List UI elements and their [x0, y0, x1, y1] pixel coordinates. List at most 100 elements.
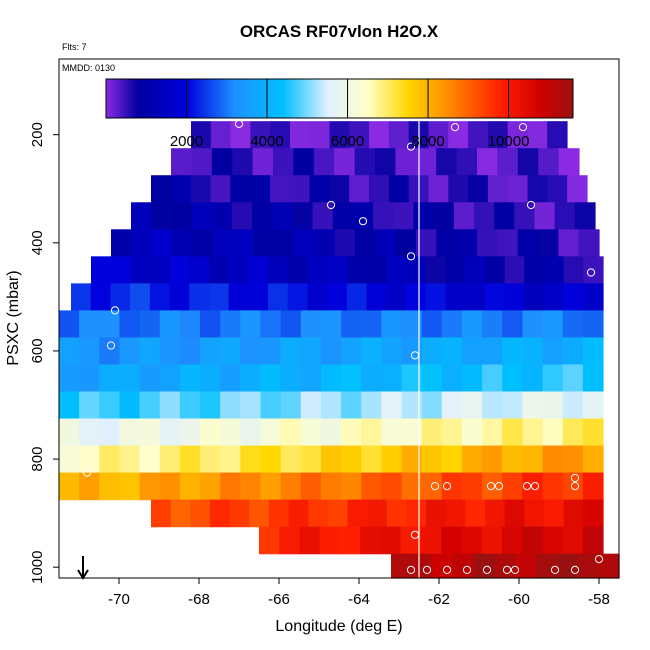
heatmap-cell: [582, 364, 604, 393]
heatmap-cell: [119, 364, 141, 393]
heatmap-cell: [583, 283, 604, 311]
heatmap-cell: [517, 229, 539, 257]
heatmap-cell: [482, 418, 503, 447]
heatmap-cell: [502, 310, 524, 339]
heatmap-cell: [334, 229, 356, 257]
heatmap-cell: [240, 364, 262, 393]
heatmap-cell: [319, 526, 341, 555]
heatmap-cell: [131, 202, 152, 230]
heatmap-cell: [461, 391, 483, 420]
heatmap-cell: [542, 418, 564, 447]
y-axis: 200 400 600 800 1000: [29, 122, 59, 584]
heatmap-cell: [354, 148, 376, 176]
data-point: [422, 565, 432, 575]
data-point: [82, 468, 92, 477]
heatmap-cell: [369, 175, 390, 203]
heatmap-cell: [465, 256, 486, 284]
heatmap-cell: [260, 310, 282, 339]
heatmap-cell: [220, 445, 241, 474]
heatmap-cell: [179, 391, 201, 420]
heatmap-cell: [517, 148, 539, 176]
colorbar-tick-label: 6000: [331, 133, 364, 150]
heatmap-cell: [352, 202, 374, 230]
heatmap-cell: [558, 229, 580, 257]
heatmap-cell: [425, 256, 447, 284]
heatmap-cell: [482, 364, 503, 393]
heatmap-cell: [524, 256, 545, 284]
data-point: [570, 473, 580, 483]
heatmap-cell: [119, 391, 141, 420]
heatmap-cell: [577, 553, 599, 579]
heatmap-cell: [445, 283, 466, 311]
heatmap-cell: [461, 472, 483, 501]
heatmap-cell: [484, 283, 506, 311]
heatmap-cell: [421, 310, 443, 339]
heatmap-cell: [189, 256, 210, 284]
heatmap-cell: [542, 310, 564, 339]
data-point: [106, 341, 116, 350]
heatmap-cell: [542, 337, 564, 366]
heatmap-cell: [79, 418, 100, 447]
heatmap-cell: [453, 202, 475, 230]
heatmap-cell: [139, 445, 161, 474]
heatmap-cell: [151, 175, 172, 203]
heatmap-cell: [59, 364, 80, 393]
heatmap-cell: [341, 337, 362, 366]
heatmap-cell: [220, 364, 241, 393]
heatmap-cell: [563, 283, 584, 311]
heatmap-cell: [341, 364, 362, 393]
x-tick-label: -66: [268, 591, 290, 608]
heatmap-cell: [582, 526, 604, 555]
colorbar-tick-label: 10000: [488, 133, 530, 150]
heatmap-cell: [341, 445, 362, 474]
heatmap-cell: [59, 310, 80, 339]
heatmap-cell: [538, 229, 559, 257]
heatmap-cell: [441, 472, 463, 501]
heatmap-cell: [99, 445, 121, 474]
data-point: [358, 217, 368, 226]
heatmap-cell: [381, 310, 403, 339]
y-axis-label: PSXC (mbar): [5, 270, 22, 365]
heatmap-cell: [401, 472, 423, 501]
heatmap-cell: [312, 202, 334, 230]
heatmap-cell: [461, 310, 483, 339]
heatmap-cell: [151, 499, 172, 528]
heatmap-cell: [504, 499, 525, 528]
heatmap-cell: [229, 499, 250, 528]
heatmap-cell: [151, 229, 173, 257]
x-tick-label: -64: [348, 591, 370, 608]
heatmap-cell: [273, 229, 295, 257]
heatmap-cell: [233, 229, 254, 257]
heatmap-cell: [542, 472, 564, 501]
heatmap-cell: [280, 364, 302, 393]
y-tick-label: 600: [29, 338, 46, 363]
heatmap-cell: [252, 202, 273, 230]
heatmap-cell: [159, 391, 181, 420]
heatmap-cell: [366, 256, 387, 284]
heatmap-cell: [211, 148, 233, 176]
heatmap-cell: [421, 364, 443, 393]
heatmap-cell: [461, 364, 483, 393]
colorbar-tick-label: 8000: [411, 133, 444, 150]
heatmap-cell: [361, 364, 382, 393]
data-point: [234, 119, 244, 129]
heatmap-cell: [381, 337, 403, 366]
heatmap-cell: [279, 526, 301, 555]
heatmap-cell: [395, 229, 417, 257]
mmdd-label: MMDD: 0130: [62, 63, 115, 73]
heatmap-cell: [502, 418, 524, 447]
heatmap-cell: [250, 175, 271, 203]
heatmap-cell: [210, 175, 231, 203]
heatmap-cell: [59, 472, 80, 501]
heatmap-cell: [388, 175, 410, 203]
heatmap-cell: [401, 391, 423, 420]
heatmap-cell: [547, 121, 568, 149]
heatmap-cell: [59, 391, 80, 420]
heatmap-cell: [482, 337, 503, 366]
heatmap-cell: [391, 553, 413, 579]
x-axis: -70 -68 -66 -64 -62 -60 -58: [108, 578, 610, 608]
heatmap-cell: [484, 256, 506, 284]
heatmap-cell: [300, 472, 322, 501]
heatmap-cell: [406, 256, 427, 284]
data-point: [570, 565, 580, 575]
